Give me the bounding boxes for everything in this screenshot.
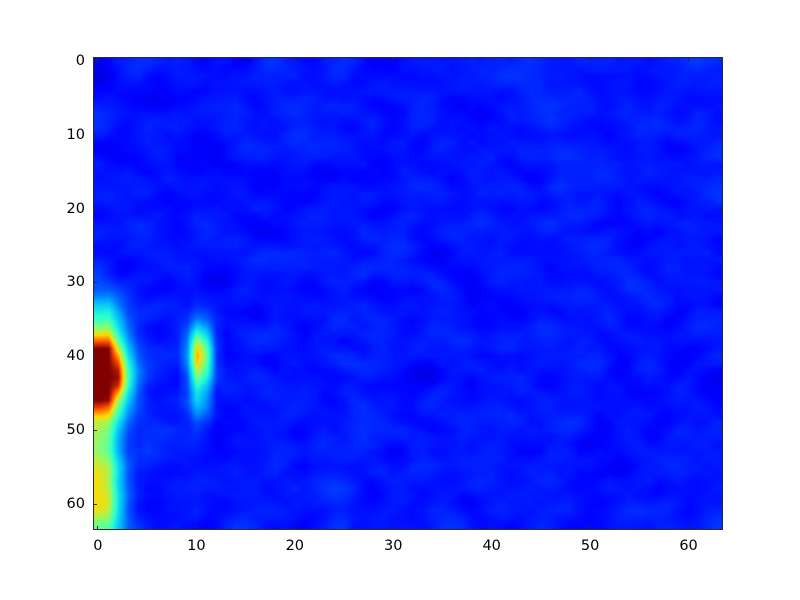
x-tick-label: 40 — [482, 538, 501, 554]
y-tick-label: 0 — [75, 52, 85, 69]
y-tick-mark — [719, 208, 723, 209]
x-tick-label: 50 — [580, 538, 600, 554]
y-tick-mark — [93, 429, 97, 431]
y-tick-mark — [93, 134, 97, 136]
y-tick-mark — [719, 429, 723, 431]
x-tick-mark — [294, 57, 296, 61]
y-tick-mark — [93, 281, 97, 283]
x-tick-label: 60 — [679, 538, 698, 554]
y-tick-mark — [719, 503, 723, 505]
y-tick-mark — [719, 60, 723, 62]
x-tick-mark — [195, 526, 197, 530]
x-tick-mark — [97, 57, 99, 61]
x-tick-label: 0 — [93, 538, 103, 554]
y-tick-label: 10 — [66, 126, 85, 143]
y-tick-mark — [719, 281, 723, 283]
x-tick-mark — [688, 526, 690, 530]
y-tick-mark — [719, 355, 723, 357]
x-tick-mark — [688, 57, 690, 61]
x-tick-mark — [294, 526, 296, 530]
y-tick-mark — [93, 60, 97, 62]
x-tick-label: 30 — [384, 538, 403, 554]
x-tick-mark — [392, 57, 394, 61]
x-tick-mark — [195, 57, 197, 61]
x-tick-mark — [97, 526, 99, 530]
y-tick-label: 40 — [66, 348, 85, 365]
y-tick-mark — [93, 355, 97, 357]
x-tick-mark — [491, 57, 493, 61]
y-tick-label: 50 — [66, 421, 85, 438]
x-tick-label: 20 — [285, 538, 305, 554]
x-tick-mark — [491, 526, 493, 530]
x-tick-mark — [392, 526, 394, 530]
y-tick-mark — [93, 503, 97, 505]
x-tick-label: 10 — [187, 538, 206, 554]
y-tick-label: 30 — [66, 274, 85, 291]
y-tick-label: 60 — [66, 495, 85, 512]
heatmap-image — [94, 58, 722, 529]
y-tick-label: 20 — [66, 200, 85, 217]
x-tick-mark — [589, 526, 591, 530]
heatmap-axes[interactable] — [93, 57, 723, 530]
y-tick-mark — [719, 134, 723, 136]
x-tick-mark — [589, 57, 591, 61]
y-tick-mark — [93, 208, 97, 209]
